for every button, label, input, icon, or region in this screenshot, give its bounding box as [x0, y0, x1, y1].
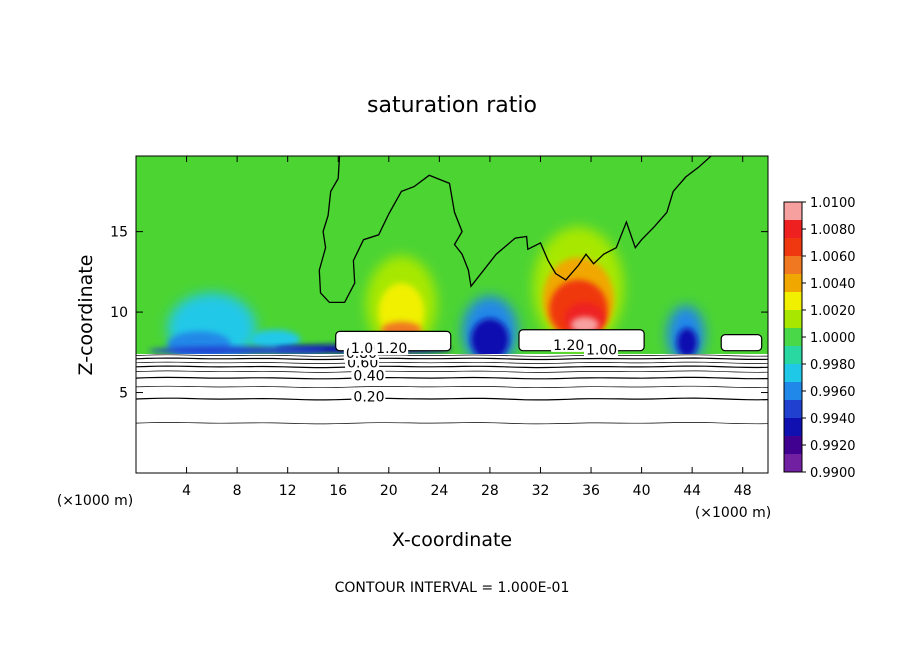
colorbar-label: 1.0040: [810, 277, 856, 292]
colorbar-label: 1.0000: [810, 331, 856, 346]
colorbar: 1.0100 1.0080 1.0060 1.0040 1.0020 1.0000 0.99…: [783, 196, 856, 481]
x-tick-label: 24: [430, 483, 448, 499]
contour-label: 0.20: [353, 389, 384, 405]
colorbar-label: 0.9900: [810, 466, 856, 481]
field-blob: [570, 316, 599, 334]
colorbar-label: 1.0080: [810, 223, 856, 238]
contour-lines: 0.200.400.600.801.001.201.201.00: [136, 156, 768, 425]
field-blob: [470, 318, 509, 361]
y-axis-label: Z-coordinate: [75, 255, 97, 376]
y-axis-ticks: 5 10 15: [110, 225, 768, 402]
x-tick-label: 16: [329, 483, 347, 499]
x-tick-label: 4: [182, 483, 191, 499]
contour-label: 1.20: [376, 341, 407, 357]
contour-line: [136, 385, 768, 389]
colorbar-swatch: [784, 346, 802, 365]
contour-line: [136, 422, 768, 425]
colorbar-label: 0.9920: [810, 439, 856, 454]
subsaturated-lower-region: [136, 354, 768, 473]
contour-line: [136, 354, 768, 357]
x-axis-ticks: 4 8 12 16 20 24 28 32 36 40 44 48: [182, 156, 752, 499]
colorbar-label: 1.0100: [810, 196, 856, 211]
contour-line: [136, 361, 768, 364]
x-tick-label: 32: [532, 483, 550, 499]
x-tick-label: 20: [380, 483, 398, 499]
colorbar-label: 0.9960: [810, 385, 856, 400]
y-tick-label: 15: [110, 225, 128, 241]
x-unit-label-left: (×1000 m): [57, 493, 133, 509]
colorbar-swatch: [784, 328, 802, 347]
x-tick-label: 28: [481, 483, 499, 499]
colorbar-swatch: [784, 382, 802, 401]
colorbar-swatch: [784, 292, 802, 311]
contour-label-background: [351, 389, 386, 404]
contour-line: [136, 370, 768, 373]
contour-line: [136, 397, 768, 401]
field-blob: [148, 346, 326, 355]
contour-label-background: [583, 342, 618, 357]
colorbar-swatch: [784, 220, 802, 239]
contour-label-background: [374, 341, 409, 356]
contour-line: [136, 357, 768, 361]
contour-interval-note: CONTOUR INTERVAL = 1.000E-01: [335, 580, 570, 596]
colorbar-swatch: [784, 436, 802, 455]
contour-label: 0.40: [353, 368, 384, 384]
plot-area: 0.200.400.600.801.001.201.201.00: [136, 156, 768, 473]
colorbar-swatch: [784, 364, 802, 383]
colorbar-swatch: [784, 274, 802, 293]
colorbar-label: 0.9980: [810, 358, 856, 373]
x-tick-label: 36: [582, 483, 600, 499]
colorbar-label: 1.0020: [810, 304, 856, 319]
x-tick-label: 12: [279, 483, 297, 499]
colorbar-swatch: [784, 238, 802, 257]
y-tick-label: 5: [119, 386, 128, 402]
contour-label-background: [351, 368, 386, 383]
contour-label: 1.20: [553, 338, 584, 354]
x-tick-label: 40: [633, 483, 651, 499]
colorbar-swatch: [784, 418, 802, 437]
contour-label-background: [551, 337, 586, 352]
y-tick-label: 10: [110, 305, 128, 321]
x-axis-label: X-coordinate: [392, 529, 512, 551]
x-tick-label: 44: [683, 483, 701, 499]
contour-line: [136, 365, 768, 369]
chart-title: saturation ratio: [367, 93, 537, 118]
field-blob: [676, 328, 698, 358]
x-tick-label: 48: [734, 483, 752, 499]
colorbar-label: 1.0060: [810, 250, 856, 265]
field-blob: [249, 329, 301, 350]
plot-frame: [135, 155, 769, 474]
colorbar-swatch: [784, 202, 802, 221]
contour-line: [136, 376, 768, 380]
colorbar-swatch: [784, 454, 802, 473]
colorbar-swatch: [784, 310, 802, 329]
x-tick-label: 8: [233, 483, 242, 499]
contour-label: 1.00: [586, 343, 617, 359]
cloud-boundary-contour: [318, 156, 712, 304]
cloud-base-region: [720, 334, 763, 352]
colorbar-swatch: [784, 400, 802, 419]
field-blobs: [148, 226, 705, 367]
colorbar-swatch: [784, 256, 802, 275]
colorbar-label: 0.9940: [810, 412, 856, 427]
x-unit-label-right: (×1000 m): [695, 505, 771, 521]
